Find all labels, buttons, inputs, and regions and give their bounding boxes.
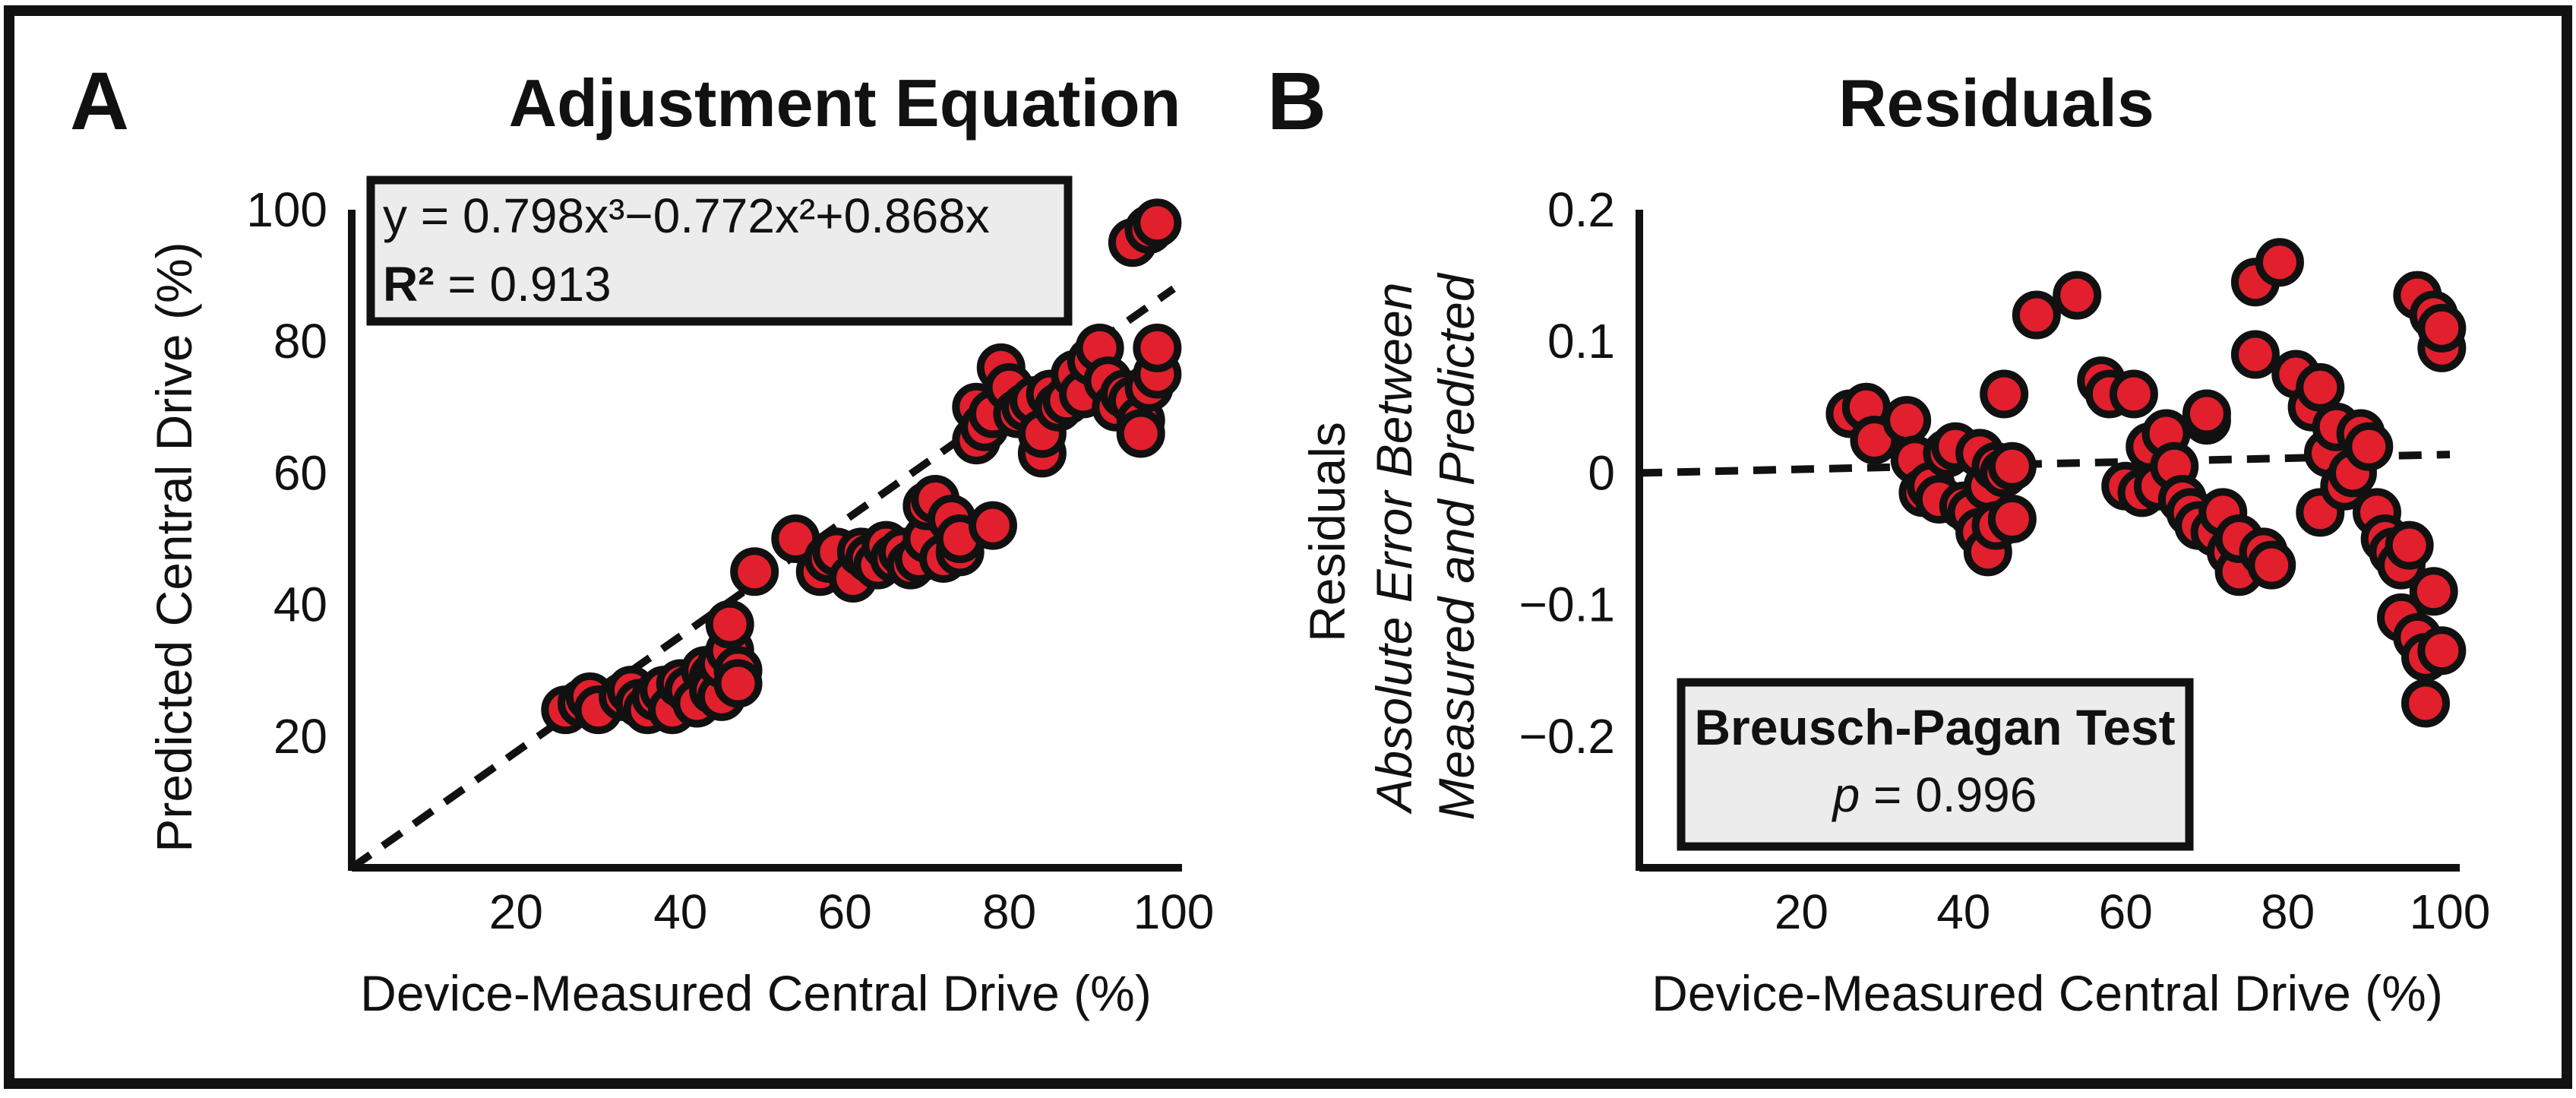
data-point [2247, 540, 2296, 590]
data-point [2296, 362, 2345, 412]
data-point [2182, 389, 2231, 438]
x-tick-label: 80 [2261, 884, 2315, 939]
panel-b-p-number: = 0.996 [1860, 767, 2037, 822]
panel-b-y-axis-title-3: Measured and Predicted [1428, 272, 1484, 820]
panel-b-letter: B [1267, 55, 1326, 147]
panel-a-y-axis-title: Predicted Central Drive (%) [146, 242, 202, 852]
panel-a-equation-box [366, 176, 1073, 326]
data-point [2409, 567, 2458, 616]
x-tick-label: 60 [2099, 884, 2153, 939]
panel-a-title: Adjustment Equation [509, 65, 1181, 141]
panel-b-y-axis-title-2: Absolute Error Between [1366, 282, 1422, 815]
x-tick-label: 40 [1936, 884, 1990, 939]
panel-a: A Adjustment Equation 20 40 60 80 100 20 40 60… [70, 55, 1214, 1021]
panel-b-fit-line [1639, 451, 2451, 477]
x-tick-label: 60 [818, 884, 872, 939]
panel-a-x-axis-title: Device-Measured Central Drive (%) [360, 965, 1152, 1021]
y-tick-label: 0.2 [1547, 182, 1615, 237]
x-tick-label: 40 [653, 884, 707, 939]
data-point [1116, 409, 1165, 458]
data-point [2053, 271, 2102, 320]
data-point [2255, 238, 2304, 287]
data-point [1980, 369, 2029, 419]
data-point [2344, 422, 2394, 471]
panel-a-r2: R² = 0.913 [383, 257, 612, 312]
data-point [968, 501, 1017, 550]
data-point [2230, 330, 2280, 379]
panel-a-y-ticks: 20 40 60 80 100 [246, 182, 327, 764]
data-point [1882, 396, 1932, 445]
y-tick-label: 100 [246, 182, 327, 237]
panel-b-x-axis-title: Device-Measured Central Drive (%) [1651, 965, 2443, 1021]
data-point [2109, 369, 2158, 419]
data-point [730, 547, 779, 596]
panel-a-x-ticks: 20 40 60 80 100 [489, 884, 1215, 939]
y-tick-label: 40 [273, 577, 327, 632]
panel-b: B Residuals 20 40 60 80 100 0.20.10−0.1−0.2 … [1267, 55, 2490, 1021]
y-tick-label: 20 [273, 709, 327, 764]
figure-border [4, 5, 2572, 1089]
x-tick-label: 20 [489, 884, 543, 939]
panel-b-title: Residuals [1838, 65, 2154, 141]
x-tick-label: 100 [2410, 884, 2491, 939]
y-tick-label: 0 [1588, 445, 1615, 500]
panel-a-r2-value: = 0.913 [435, 257, 612, 312]
x-tick-label: 80 [982, 884, 1036, 939]
data-point [2401, 679, 2450, 728]
data-point [1987, 441, 2037, 491]
data-point [1987, 495, 2037, 544]
panel-b-y-ticks: 0.2 0.1 0 −0.1 −0.2 [1519, 182, 1615, 764]
y-tick-label: 0.1 [1547, 314, 1615, 369]
panel-b-x-ticks: 20 40 60 80 100 [1775, 884, 2491, 939]
data-point [2417, 626, 2467, 676]
y-tick-label: −0.2 [1519, 709, 1615, 764]
y-tick-label: −0.1 [1519, 577, 1615, 632]
panel-a-points [541, 198, 1182, 735]
data-point [1133, 198, 1182, 248]
panel-b-test-box [1677, 678, 2194, 851]
data-point [1133, 323, 1182, 372]
data-point [2417, 303, 2467, 353]
data-point [2385, 521, 2434, 570]
panel-a-r2-label: R² [383, 257, 435, 312]
panel-b-y-axis-title-1: Residuals [1299, 422, 1355, 642]
x-tick-label: 100 [1133, 884, 1215, 939]
panel-b-p-value: p = 0.996 [1832, 767, 2037, 822]
panel-a-equation: y = 0.798x³−0.772x²+0.868x [383, 188, 990, 243]
data-point [2012, 290, 2061, 340]
x-tick-label: 20 [1775, 884, 1828, 939]
data-point [713, 659, 763, 708]
data-point [705, 600, 754, 649]
y-tick-label: 80 [273, 314, 327, 369]
panel-b-points [1825, 238, 2467, 728]
panel-a-letter: A [70, 55, 129, 147]
y-tick-label: 60 [273, 445, 327, 500]
panel-b-p-label: p [1832, 767, 1860, 822]
panel-b-test-name: Breusch-Pagan Test [1694, 699, 2175, 755]
